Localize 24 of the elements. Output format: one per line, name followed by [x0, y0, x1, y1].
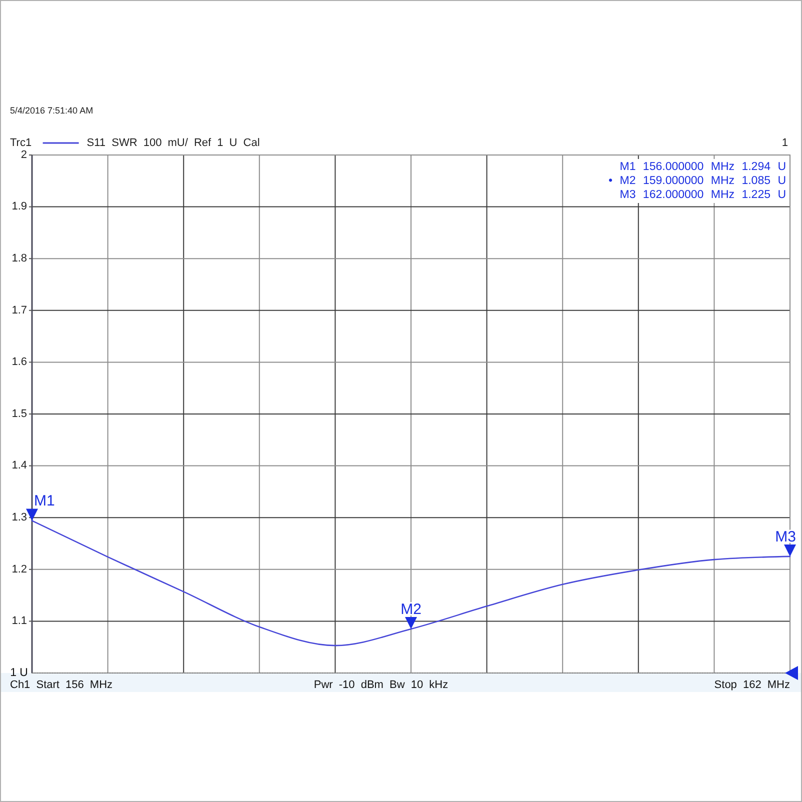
annotation: M3	[775, 528, 796, 546]
y-tick-label: 1.5	[12, 408, 27, 420]
annotation: M2	[400, 600, 422, 618]
y-tick-label: 1.6	[12, 356, 27, 368]
y-tick-label: 1.3	[12, 512, 27, 524]
y-tick-label: 1.7	[12, 304, 27, 316]
text: Ch1 Start 156 MHz	[10, 679, 113, 691]
annotation: M1 156.000000 MHz 1.294 U	[620, 161, 786, 174]
annotation: • M2 159.000000 MHz 1.085 U	[608, 175, 786, 188]
text: 1	[782, 136, 788, 149]
annotation: M1	[34, 492, 55, 510]
text: Pwr -10 dBm Bw 10 kHz	[314, 679, 448, 691]
y-tick-label: 1.2	[12, 563, 27, 576]
ref-line-label: 1 U	[10, 667, 28, 680]
y-tick-label: 2	[20, 148, 27, 161]
annotation: M3 162.000000 MHz 1.225 U	[620, 189, 786, 202]
y-tick-label: 1.4	[12, 460, 27, 472]
y-tick-label: 1.8	[12, 252, 27, 265]
text: Stop 162 MHz	[714, 679, 790, 691]
chart-subtitle: S11 SWR 100 mU/ Ref 1 U Cal	[86, 136, 260, 149]
y-tick-label: 1.1	[12, 615, 27, 628]
chart-title: 5/4/2016 7:51:40 AM	[10, 105, 94, 116]
legend-label: Trc1	[10, 136, 32, 149]
y-tick-label: 1.9	[12, 200, 27, 213]
